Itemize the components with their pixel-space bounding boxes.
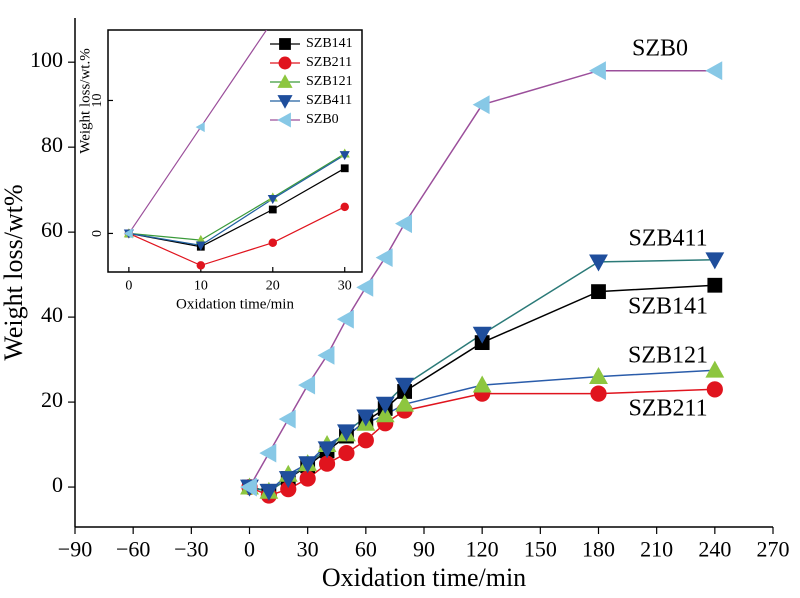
- marker: [278, 409, 296, 429]
- x-tick-label: 10: [194, 279, 208, 294]
- series-line: [128, 206, 345, 267]
- series-label: SZB0: [632, 36, 688, 62]
- plot-area: [123, 16, 350, 270]
- legend-marker: [277, 112, 291, 128]
- marker: [705, 252, 725, 270]
- legend-label: SZB211: [306, 55, 352, 70]
- x-tick-label: −60: [116, 537, 150, 562]
- x-tick-label: 0: [244, 537, 255, 562]
- marker: [340, 164, 349, 173]
- marker: [705, 61, 723, 81]
- marker: [267, 194, 278, 205]
- marker: [589, 254, 608, 272]
- series-label: SZB141: [628, 294, 708, 320]
- y-tick-label: 40: [41, 302, 63, 327]
- series-line: [248, 69, 715, 488]
- marker: [195, 122, 205, 133]
- x-tick-label: −30: [174, 537, 208, 562]
- marker: [259, 443, 277, 463]
- marker: [589, 367, 608, 384]
- marker: [123, 228, 133, 239]
- marker: [259, 483, 279, 501]
- x-tick-label: 120: [466, 537, 499, 562]
- x-tick-label: 30: [297, 537, 319, 562]
- y-axis-label: Weight loss/wt%: [0, 184, 28, 360]
- legend-marker: [277, 74, 293, 88]
- legend-marker: [279, 38, 291, 50]
- x-tick-label: 210: [640, 537, 673, 562]
- marker: [317, 441, 337, 459]
- marker: [278, 471, 298, 489]
- marker: [705, 360, 725, 378]
- series-line: [128, 153, 346, 241]
- marker: [472, 375, 492, 393]
- y-tick-label: 0: [52, 472, 63, 497]
- series-label: SZB121: [628, 343, 708, 369]
- marker: [195, 241, 206, 251]
- marker: [268, 16, 276, 25]
- plot-area: [239, 61, 725, 504]
- series-line: [128, 167, 345, 248]
- x-tick-label: 90: [413, 537, 435, 562]
- marker: [239, 477, 257, 497]
- marker: [340, 202, 349, 212]
- marker: [337, 424, 356, 442]
- series-label: SZB211: [628, 396, 707, 422]
- marker: [339, 151, 350, 161]
- marker: [375, 248, 393, 268]
- x-tick-label: 20: [266, 279, 280, 294]
- legend-marker: [277, 95, 293, 109]
- marker: [590, 385, 607, 402]
- y-tick-label: 20: [41, 387, 63, 412]
- marker: [375, 396, 395, 414]
- marker: [298, 456, 318, 474]
- series-line: [128, 154, 346, 247]
- marker: [706, 381, 723, 398]
- marker: [268, 205, 277, 214]
- x-axis-label: Oxidation time/min: [176, 296, 294, 312]
- marker: [298, 375, 316, 395]
- x-tick-label: 180: [582, 537, 615, 562]
- plot-frame: [107, 29, 363, 273]
- legend-marker: [278, 56, 292, 70]
- y-axis-label: Weight loss/wt.%: [77, 48, 93, 153]
- marker: [395, 394, 415, 412]
- marker: [375, 405, 395, 423]
- x-axis-label: Oxidation time/min: [322, 563, 526, 592]
- marker: [707, 277, 723, 293]
- marker: [196, 261, 206, 270]
- marker: [317, 345, 335, 365]
- marker: [588, 61, 606, 81]
- x-tick-label: 270: [757, 537, 790, 562]
- y-tick-label: 60: [41, 217, 63, 242]
- marker: [356, 409, 376, 427]
- y-tick-label: 80: [41, 132, 63, 157]
- series-label: SZB411: [628, 226, 707, 252]
- series-line: [128, 30, 268, 234]
- marker: [591, 284, 606, 300]
- x-tick-label: −90: [58, 537, 92, 562]
- legend-label: SZB121: [306, 74, 353, 89]
- marker: [395, 377, 415, 395]
- marker: [472, 95, 490, 115]
- x-tick-label: 0: [125, 279, 132, 294]
- x-tick-label: 60: [355, 537, 377, 562]
- marker: [395, 214, 413, 234]
- y-tick-label: 100: [30, 47, 63, 72]
- y-tick-label: 0: [90, 230, 105, 237]
- marker: [268, 238, 278, 247]
- marker: [338, 444, 355, 462]
- marker: [472, 326, 492, 344]
- x-tick-label: 240: [698, 537, 731, 562]
- y-tick-label: 10: [90, 93, 105, 107]
- marker: [356, 277, 374, 297]
- legend-label: SZB141: [306, 36, 353, 51]
- marker: [357, 432, 374, 449]
- legend-label: SZB0: [306, 112, 339, 127]
- x-tick-label: 150: [524, 537, 557, 562]
- legend-label: SZB411: [306, 93, 352, 108]
- marker: [336, 309, 354, 329]
- x-tick-label: 30: [338, 279, 352, 294]
